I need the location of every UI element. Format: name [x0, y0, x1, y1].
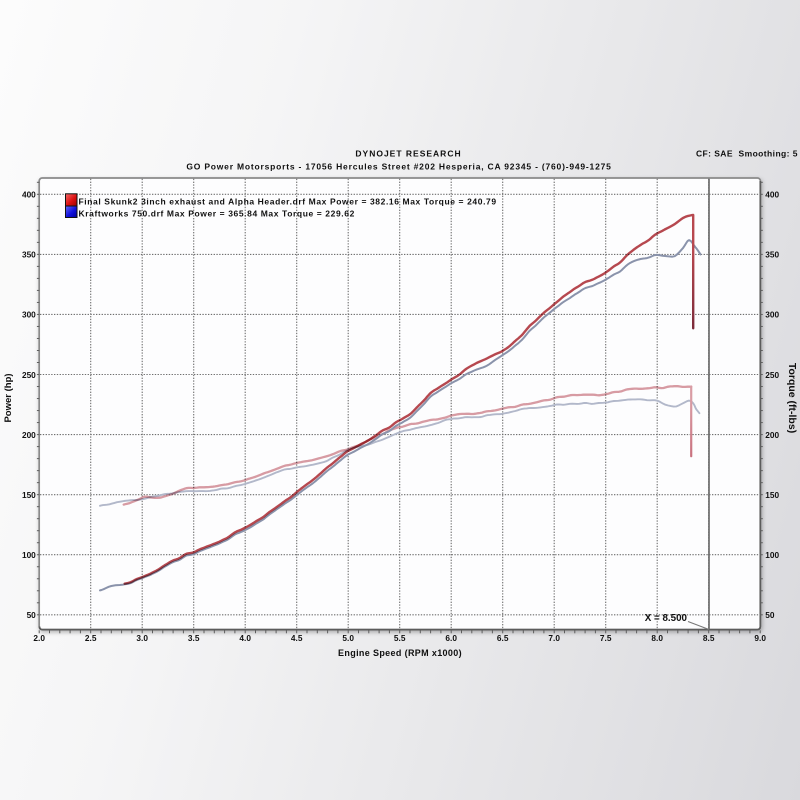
svg-text:100: 100: [22, 550, 36, 560]
svg-text:2.5: 2.5: [85, 633, 97, 643]
svg-text:CF: SAE Smoothing: 5: CF: SAE Smoothing: 5: [696, 149, 798, 159]
svg-text:250: 250: [22, 370, 36, 380]
svg-text:3.0: 3.0: [136, 633, 148, 643]
svg-text:6.5: 6.5: [497, 633, 509, 643]
svg-text:100: 100: [765, 550, 779, 560]
svg-text:200: 200: [22, 430, 36, 440]
svg-text:Torque (ft-lbs): Torque (ft-lbs): [786, 363, 798, 433]
svg-text:9.0: 9.0: [754, 633, 766, 643]
svg-text:4.0: 4.0: [239, 633, 251, 643]
svg-text:X = 8.500: X = 8.500: [645, 613, 688, 624]
svg-text:6.0: 6.0: [445, 633, 457, 643]
svg-text:150: 150: [22, 490, 36, 500]
svg-text:8.0: 8.0: [651, 633, 663, 643]
svg-text:300: 300: [765, 310, 779, 320]
svg-text:Engine Speed (RPM x1000): Engine Speed (RPM x1000): [338, 648, 462, 658]
svg-text:400: 400: [22, 190, 36, 200]
svg-text:4.5: 4.5: [291, 633, 303, 643]
svg-text:7.0: 7.0: [548, 633, 560, 643]
svg-text:5.5: 5.5: [394, 633, 406, 643]
svg-text:5.0: 5.0: [342, 633, 354, 643]
svg-text:3.5: 3.5: [188, 633, 200, 643]
svg-text:250: 250: [765, 370, 779, 380]
svg-text:8.5: 8.5: [703, 633, 715, 643]
svg-text:200: 200: [765, 430, 779, 440]
svg-text:Final Skunk2 3inch exhaust and: Final Skunk2 3inch exhaust and Alpha Hea…: [79, 196, 497, 206]
svg-text:GO Power Motorsports - 17056 H: GO Power Motorsports - 17056 Hercules St…: [186, 162, 611, 172]
svg-text:DYNOJET RESEARCH: DYNOJET RESEARCH: [355, 149, 461, 159]
svg-text:350: 350: [22, 250, 36, 260]
svg-text:50: 50: [765, 610, 775, 620]
svg-text:150: 150: [765, 490, 779, 500]
svg-text:7.5: 7.5: [600, 633, 612, 643]
svg-text:2.0: 2.0: [33, 633, 45, 643]
svg-text:300: 300: [22, 310, 36, 320]
svg-text:50: 50: [27, 610, 37, 620]
svg-text:Power (hp): Power (hp): [3, 373, 14, 422]
svg-text:400: 400: [765, 190, 779, 200]
svg-text:Kraftworks 750.drf Max Power =: Kraftworks 750.drf Max Power = 365.84 Ma…: [79, 208, 355, 218]
svg-text:350: 350: [765, 250, 779, 260]
